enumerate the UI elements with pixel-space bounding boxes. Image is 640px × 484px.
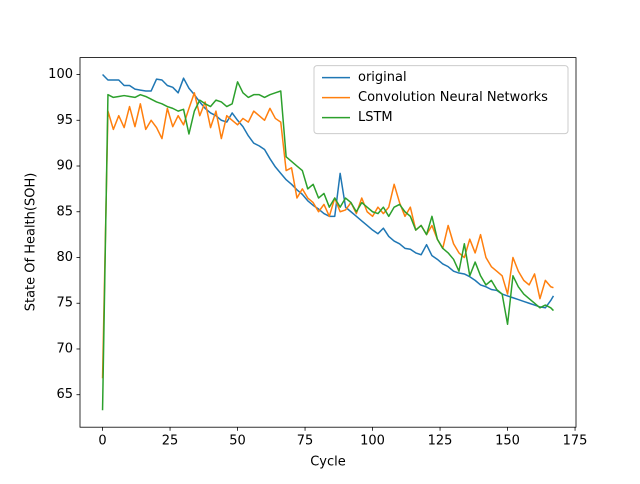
y-tick-label: 80 — [56, 250, 73, 265]
x-tick-label: 150 — [495, 434, 520, 449]
series-line — [101, 81, 554, 411]
x-tick-label: 50 — [229, 434, 246, 449]
x-tick-label: 175 — [563, 434, 588, 449]
y-tick-label: 65 — [56, 387, 73, 402]
legend-box — [313, 65, 569, 135]
y-tick-label: 90 — [56, 159, 73, 174]
x-tick-label: 0 — [98, 434, 106, 449]
x-tick-label: 25 — [162, 434, 179, 449]
y-tick-label: 95 — [56, 113, 73, 128]
legend-label: LSTM — [358, 110, 393, 125]
series-line — [101, 92, 554, 379]
x-axis-label: Cycle — [310, 455, 346, 470]
plot-frame — [79, 57, 577, 428]
y-axis-label: State Of Health(SOH) — [24, 173, 39, 312]
y-tick-label: 70 — [56, 341, 73, 356]
legend-label: original — [358, 70, 407, 85]
x-tick-label: 125 — [428, 434, 453, 449]
x-tick-label: 100 — [360, 434, 385, 449]
y-tick-label: 75 — [56, 296, 73, 311]
y-tick-label: 100 — [48, 67, 73, 82]
legend-label: Convolution Neural Networks — [358, 90, 548, 105]
y-tick-label: 85 — [56, 204, 73, 219]
x-tick-label: 75 — [297, 434, 314, 449]
